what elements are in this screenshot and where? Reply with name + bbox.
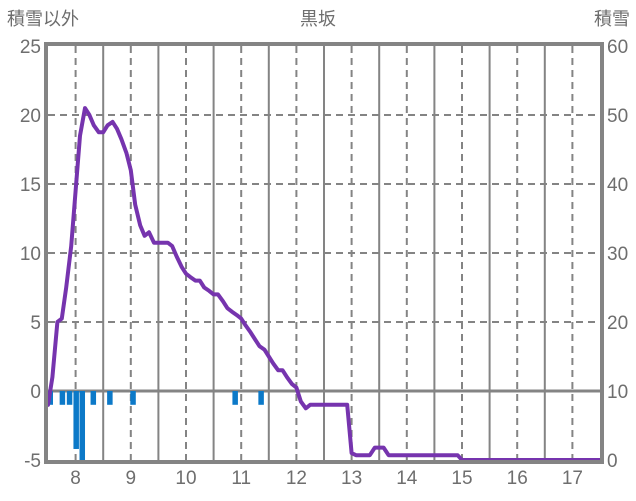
- left-axis-tick-label: 25: [20, 37, 41, 58]
- bar: [232, 391, 238, 405]
- left-axis-tick-label: -5: [24, 451, 41, 472]
- right-axis-tick-label: 60: [607, 37, 628, 58]
- x-axis-tick-label: 12: [286, 468, 307, 489]
- x-axis-tick-label: 9: [126, 468, 137, 489]
- snow-depth-line: [46, 106, 602, 462]
- right-axis-title: 積雪: [594, 9, 630, 29]
- right-axis-tick-label: 10: [607, 382, 628, 403]
- x-axis-tick-label: 8: [70, 468, 81, 489]
- chart-title: 黒坂: [300, 9, 336, 29]
- bar: [66, 391, 73, 405]
- x-axis-tick-label: 13: [341, 468, 362, 489]
- plot-frame: [44, 42, 604, 464]
- right-axis-tick-label: 50: [607, 106, 628, 127]
- x-axis-tick-label: 11: [231, 468, 251, 489]
- x-axis-tick-label: 10: [175, 468, 196, 489]
- left-axis-title: 積雪以外: [7, 9, 79, 29]
- left-axis-tick-label: 10: [20, 244, 41, 265]
- bar: [79, 391, 86, 460]
- x-axis-tick-label: 17: [562, 468, 583, 489]
- bar-series: [47, 391, 264, 460]
- bar: [258, 391, 264, 405]
- bar: [130, 391, 136, 405]
- x-axis-tick-label: 15: [451, 468, 472, 489]
- right-axis-tick-label: 20: [607, 313, 628, 334]
- x-axis-tick-label: 16: [507, 468, 528, 489]
- left-axis-tick-label: 0: [30, 382, 41, 403]
- left-axis-tick-label: 5: [30, 313, 41, 334]
- right-axis-tick-label: 30: [607, 244, 628, 265]
- bar: [107, 391, 113, 405]
- bar: [90, 391, 97, 405]
- bar: [73, 391, 79, 449]
- right-axis-tick-label: 0: [607, 451, 618, 472]
- left-axis-tick-label: 15: [20, 175, 41, 196]
- left-axis-tick-label: 20: [20, 106, 41, 127]
- right-axis-tick-label: 40: [607, 175, 628, 196]
- x-axis-tick-label: 14: [396, 468, 418, 489]
- bar: [59, 391, 66, 405]
